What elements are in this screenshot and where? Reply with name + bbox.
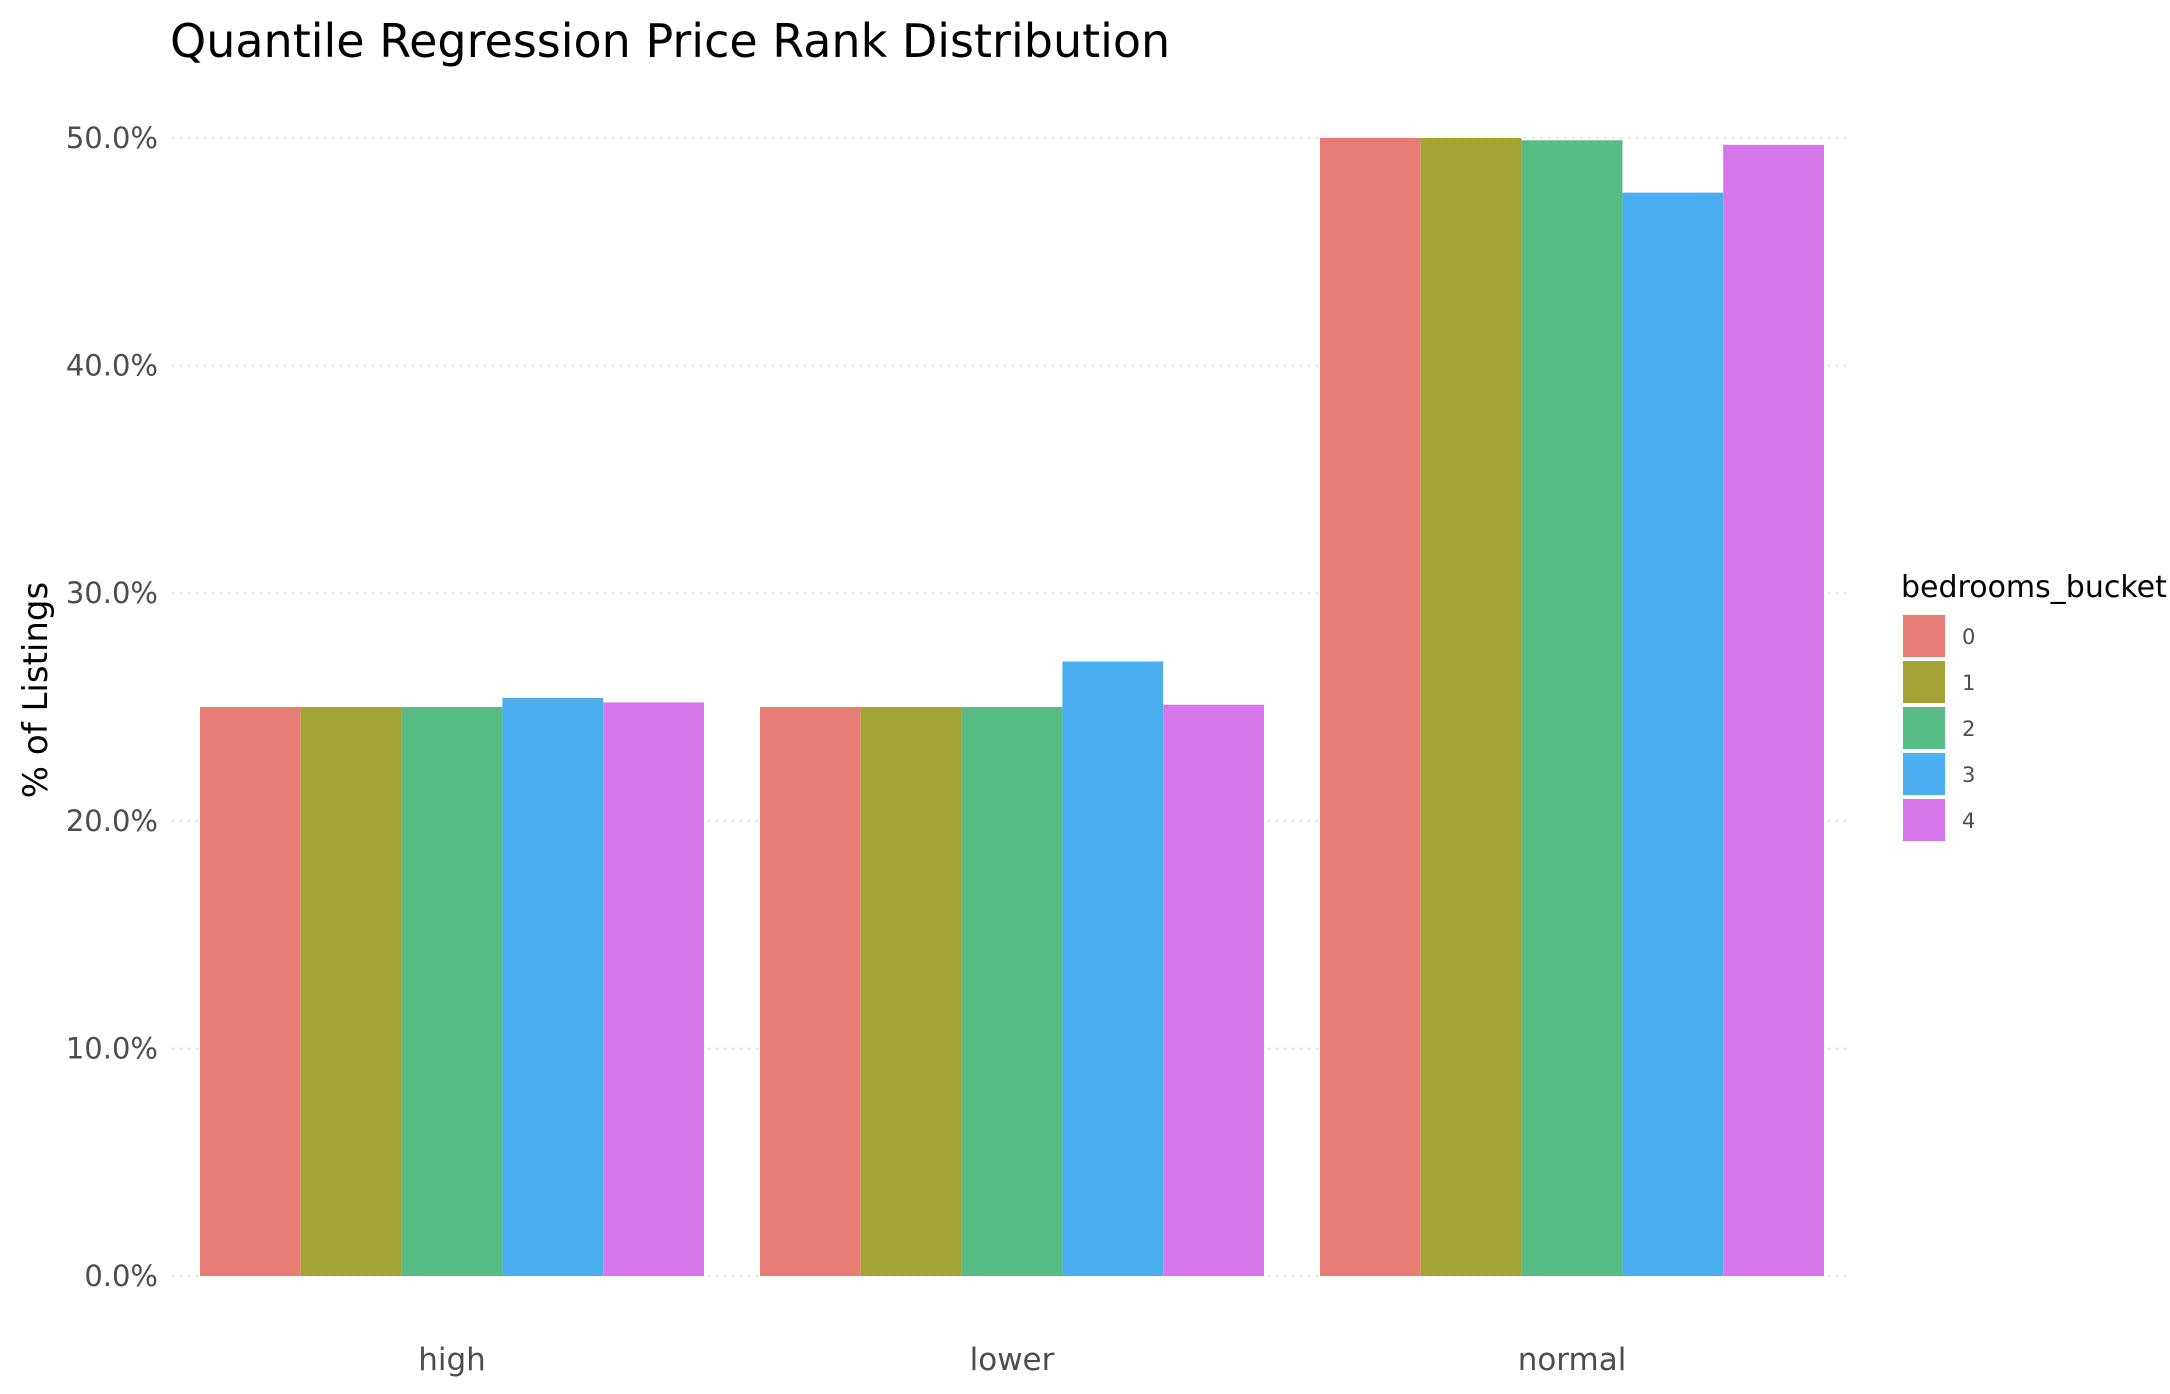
y-tick-label: 50.0% — [66, 121, 158, 155]
bar-normal-4 — [1723, 144, 1824, 1276]
bar-high-3 — [502, 697, 604, 1276]
bar-lower-4 — [1163, 704, 1264, 1276]
legend-label: 4 — [1962, 809, 1975, 833]
bar-high-4 — [603, 702, 704, 1276]
legend-label: 1 — [1962, 671, 1975, 695]
bar-high-1 — [300, 707, 402, 1276]
bar-high-0 — [200, 707, 301, 1276]
legend-swatch — [1903, 707, 1945, 749]
x-axis-ticks: high lower normal — [418, 1342, 1626, 1378]
y-tick-label: 30.0% — [66, 576, 158, 610]
bar-high-2 — [401, 707, 503, 1276]
legend-swatch — [1903, 661, 1945, 703]
legend-title: bedrooms_bucket — [1901, 570, 2167, 605]
bar-lower-3 — [1062, 661, 1164, 1276]
legend-swatch — [1903, 753, 1945, 795]
x-tick-label: normal — [1518, 1342, 1627, 1378]
legend: bedrooms_bucket 0 1 2 3 4 — [1901, 570, 2167, 841]
chart-title: Quantile Regression Price Rank Distribut… — [170, 14, 1170, 68]
legend-label: 2 — [1962, 717, 1975, 741]
legend-swatch — [1903, 615, 1945, 657]
y-tick-label: 0.0% — [84, 1259, 158, 1293]
y-tick-label: 40.0% — [66, 349, 158, 383]
legend-swatch — [1903, 799, 1945, 841]
y-axis-ticks: 0.0% 10.0% 20.0% 30.0% 40.0% 50.0% — [66, 121, 158, 1293]
bar-normal-3 — [1622, 192, 1724, 1276]
y-tick-label: 20.0% — [66, 804, 158, 838]
x-tick-label: lower — [970, 1342, 1055, 1378]
legend-label: 3 — [1962, 763, 1975, 787]
bar-lower-2 — [961, 707, 1063, 1276]
bar-normal-0 — [1320, 138, 1421, 1276]
bars — [200, 138, 1824, 1276]
legend-label: 0 — [1962, 625, 1975, 649]
y-tick-label: 10.0% — [66, 1031, 158, 1065]
bar-lower-0 — [760, 707, 861, 1276]
y-axis-title: % of Listings — [16, 582, 56, 798]
bar-lower-1 — [860, 707, 962, 1276]
x-tick-label: high — [418, 1342, 486, 1378]
bar-normal-1 — [1420, 138, 1522, 1276]
bar-normal-2 — [1521, 140, 1623, 1276]
